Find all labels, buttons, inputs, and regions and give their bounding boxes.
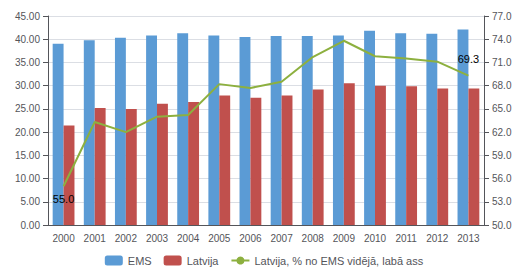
- svg-text:69.3: 69.3: [458, 53, 479, 65]
- svg-text:2001: 2001: [84, 233, 107, 244]
- svg-text:40.00: 40.00: [15, 34, 40, 45]
- svg-text:30.00: 30.00: [15, 80, 40, 91]
- svg-text:Latvija, % no EMS vidējā, labā: Latvija, % no EMS vidējā, labā ass: [254, 255, 423, 267]
- svg-text:68.0: 68.0: [492, 80, 512, 91]
- svg-text:74.0: 74.0: [492, 34, 512, 45]
- svg-text:2000: 2000: [52, 233, 75, 244]
- svg-text:10.00: 10.00: [15, 173, 40, 184]
- svg-text:53.0: 53.0: [492, 196, 512, 207]
- svg-text:35.00: 35.00: [15, 57, 40, 68]
- svg-text:71.0: 71.0: [492, 57, 512, 68]
- svg-text:2006: 2006: [239, 233, 262, 244]
- svg-text:20.00: 20.00: [15, 127, 40, 138]
- svg-text:65.0: 65.0: [492, 103, 512, 114]
- svg-text:50.0: 50.0: [492, 220, 512, 231]
- svg-text:2010: 2010: [364, 233, 387, 244]
- svg-text:15.00: 15.00: [15, 150, 40, 161]
- svg-text:2013: 2013: [457, 233, 480, 244]
- svg-text:2011: 2011: [395, 233, 417, 244]
- svg-text:2012: 2012: [426, 233, 449, 244]
- svg-text:2003: 2003: [146, 233, 169, 244]
- svg-text:EMS: EMS: [128, 255, 152, 267]
- svg-text:56.0: 56.0: [492, 173, 512, 184]
- svg-text:62.0: 62.0: [492, 127, 512, 138]
- svg-text:2004: 2004: [177, 233, 200, 244]
- svg-text:77.0: 77.0: [492, 11, 512, 22]
- svg-text:2008: 2008: [302, 233, 325, 244]
- svg-text:59.0: 59.0: [492, 150, 512, 161]
- svg-text:0.00: 0.00: [21, 220, 41, 231]
- svg-text:25.00: 25.00: [15, 103, 40, 114]
- svg-text:2005: 2005: [208, 233, 231, 244]
- svg-text:2007: 2007: [270, 233, 293, 244]
- svg-text:55.0: 55.0: [53, 193, 74, 205]
- svg-text:5.00: 5.00: [21, 196, 41, 207]
- svg-text:Latvija: Latvija: [187, 255, 220, 267]
- svg-text:45.00: 45.00: [15, 11, 40, 22]
- svg-text:2002: 2002: [115, 233, 138, 244]
- svg-text:2009: 2009: [333, 233, 356, 244]
